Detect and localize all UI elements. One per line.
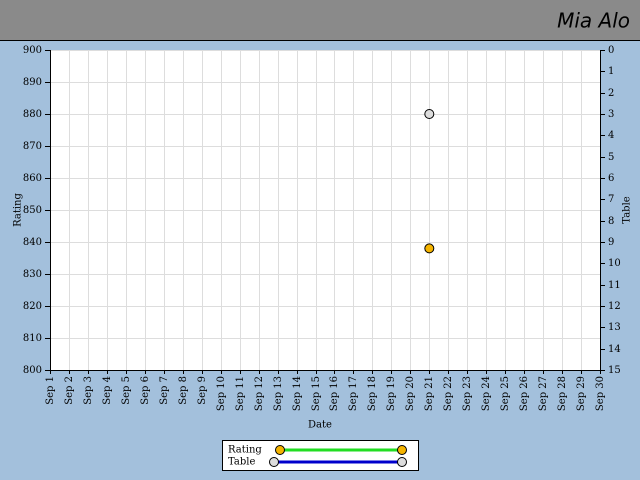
y-tick-label: 850 <box>23 205 42 216</box>
x-tick-label: Sep 27 <box>538 376 549 411</box>
y2-tick-label: 6 <box>608 173 614 184</box>
y2-tick-label: 9 <box>608 237 614 248</box>
x-tick-label: Sep 19 <box>386 376 397 411</box>
x-tick-label: Sep 26 <box>519 376 530 411</box>
x-tick-label: Sep 14 <box>292 376 303 411</box>
legend <box>222 440 419 471</box>
x-tick-label: Sep 25 <box>500 376 511 411</box>
x-tick-label: Sep 4 <box>102 376 113 405</box>
x-tick-label: Sep 10 <box>216 376 227 411</box>
x-tick-label: Sep 12 <box>254 376 265 411</box>
legend-label: Table <box>228 457 255 468</box>
y2-tick-label: 7 <box>608 194 614 205</box>
legend-label: Rating <box>228 445 262 456</box>
y-axis-label: Rating <box>13 193 24 227</box>
x-tick-label: Sep 5 <box>121 376 132 405</box>
header-bar <box>0 0 640 40</box>
x-tick-label: Sep 1 <box>45 376 56 405</box>
x-tick-label: Sep 20 <box>405 376 416 411</box>
y-tick-label: 900 <box>23 45 42 56</box>
x-tick-label: Sep 2 <box>64 376 75 405</box>
x-tick-label: Sep 29 <box>576 376 587 411</box>
y2-tick-label: 13 <box>608 322 621 333</box>
y2-axis-label: Table <box>622 196 633 223</box>
y-tick-label: 880 <box>23 109 42 120</box>
y-tick-label: 800 <box>23 365 42 376</box>
x-tick-label: Sep 17 <box>348 376 359 411</box>
x-tick-label: Sep 21 <box>424 376 435 411</box>
y2-tick-label: 5 <box>608 152 614 163</box>
y-tick-label: 810 <box>23 333 42 344</box>
x-axis-label: Date <box>308 420 332 431</box>
x-tick-label: Sep 30 <box>595 376 606 411</box>
x-tick-label: Sep 24 <box>481 376 492 411</box>
x-tick-label: Sep 18 <box>367 376 378 411</box>
y2-tick-label: 2 <box>608 88 614 99</box>
y2-tick-label: 1 <box>608 66 614 77</box>
data-point <box>424 109 435 119</box>
legend-marker <box>397 457 407 467</box>
y2-tick-label: 14 <box>608 344 621 355</box>
x-tick-label: Sep 8 <box>178 376 189 405</box>
y-tick-label: 820 <box>23 301 42 312</box>
x-tick-label: Sep 22 <box>443 376 454 411</box>
x-tick-label: Sep 28 <box>557 376 568 411</box>
legend-marker <box>269 457 279 467</box>
user-name[interactable]: Mia Alo <box>557 9 630 33</box>
x-tick-label: Sep 6 <box>140 376 151 405</box>
y2-tick-label: 0 <box>608 45 614 56</box>
y2-tick-label: 12 <box>608 301 621 312</box>
y2-tick-label: 15 <box>608 365 621 376</box>
y2-tick-label: 11 <box>608 280 621 291</box>
y-tick-label: 870 <box>23 141 42 152</box>
legend-marker <box>275 445 285 455</box>
x-tick-label: Sep 23 <box>462 376 473 411</box>
x-tick-label: Sep 15 <box>311 376 322 411</box>
y-tick-label: 840 <box>23 237 42 248</box>
y-tick-label: 860 <box>23 173 42 184</box>
y2-tick-label: 3 <box>608 109 614 120</box>
y2-tick-label: 4 <box>608 130 614 141</box>
y-tick-label: 890 <box>23 77 42 88</box>
y-tick-label: 830 <box>23 269 42 280</box>
y2-tick-label: 8 <box>608 216 614 227</box>
data-point <box>424 243 435 254</box>
legend-marker <box>397 445 407 455</box>
y2-tick-label: 10 <box>608 258 621 269</box>
x-tick-label: Sep 11 <box>235 376 246 411</box>
x-tick-label: Sep 9 <box>197 376 208 405</box>
x-tick-label: Sep 7 <box>159 376 170 405</box>
x-tick-label: Sep 16 <box>329 376 340 411</box>
x-tick-label: Sep 13 <box>273 376 284 411</box>
x-tick-label: Sep 3 <box>83 376 94 405</box>
